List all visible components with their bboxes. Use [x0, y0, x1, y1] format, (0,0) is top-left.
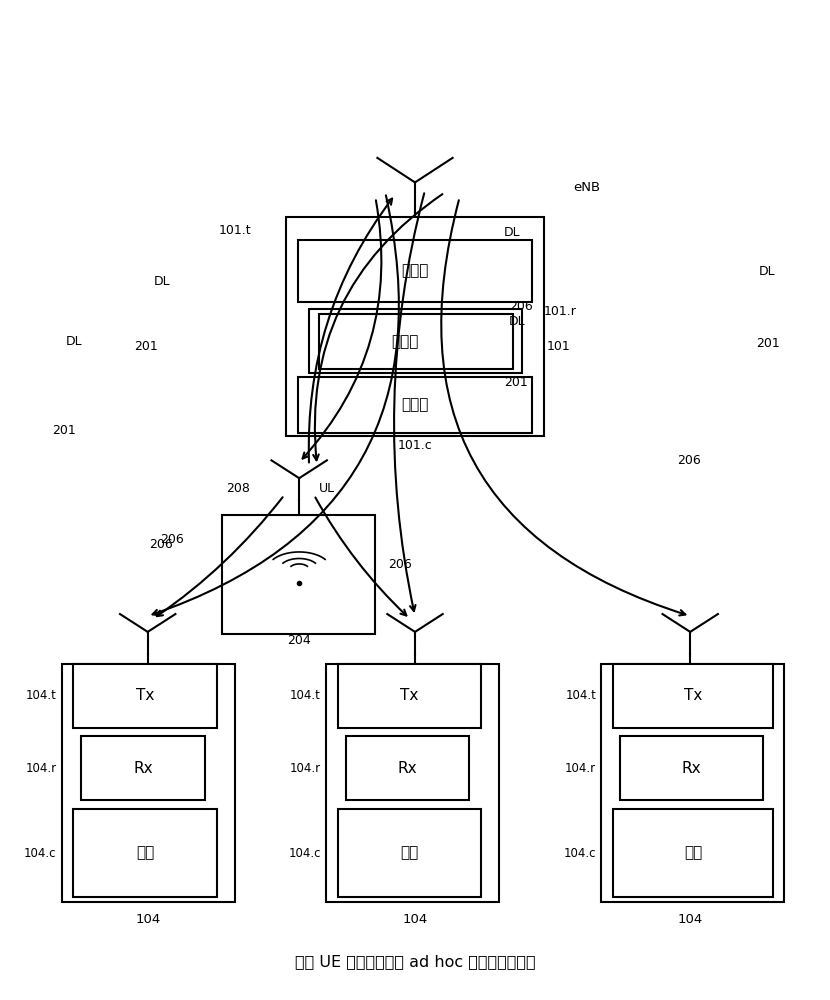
Text: 104.t: 104.t: [565, 689, 596, 702]
Text: 104.c: 104.c: [289, 847, 321, 860]
Text: DL: DL: [154, 275, 170, 288]
Text: DL: DL: [504, 226, 520, 239]
Text: 控制: 控制: [136, 846, 154, 861]
Text: 发送器: 发送器: [402, 263, 428, 278]
Bar: [286, 217, 544, 436]
Text: 206: 206: [388, 558, 412, 571]
Bar: [620, 736, 764, 800]
Text: 201: 201: [504, 376, 528, 389]
Text: DL: DL: [66, 335, 82, 348]
Text: 101: 101: [547, 340, 570, 353]
Text: 控制: 控制: [400, 846, 418, 861]
Text: Tx: Tx: [684, 688, 702, 703]
Text: 104.r: 104.r: [565, 762, 596, 775]
Bar: [74, 809, 217, 897]
Text: 104.t: 104.t: [290, 689, 321, 702]
Text: 201: 201: [134, 340, 158, 353]
Text: 101.c: 101.c: [398, 439, 432, 452]
Text: 201: 201: [51, 424, 76, 437]
Bar: [601, 664, 784, 902]
Text: 206: 206: [677, 454, 701, 467]
Bar: [319, 314, 513, 369]
Bar: [81, 736, 205, 800]
Text: 104: 104: [135, 913, 160, 926]
Bar: [338, 664, 481, 728]
Text: 101.t: 101.t: [219, 224, 251, 237]
Bar: [346, 736, 470, 800]
Text: 206: 206: [509, 300, 533, 313]
Bar: [326, 664, 499, 902]
Bar: [61, 664, 235, 902]
Text: UL: UL: [319, 482, 335, 495]
Text: 201: 201: [756, 337, 780, 350]
Text: Tx: Tx: [400, 688, 419, 703]
Text: Rx: Rx: [398, 761, 417, 776]
Text: 104: 104: [403, 913, 427, 926]
Text: 206: 206: [149, 538, 173, 551]
Text: 208: 208: [226, 482, 250, 495]
Bar: [613, 809, 774, 897]
Text: 104.t: 104.t: [26, 689, 56, 702]
Text: 控制器: 控制器: [402, 397, 428, 412]
Text: Rx: Rx: [682, 761, 701, 776]
Text: 104.r: 104.r: [26, 762, 56, 775]
Text: eNB: eNB: [574, 181, 601, 194]
Text: 101.r: 101.r: [544, 305, 577, 318]
Bar: [74, 664, 217, 728]
Text: 206: 206: [160, 533, 184, 546]
Bar: [338, 809, 481, 897]
Text: Tx: Tx: [136, 688, 154, 703]
Text: 104: 104: [677, 913, 703, 926]
Text: DL: DL: [509, 315, 525, 328]
Bar: [222, 515, 375, 634]
Text: 104.c: 104.c: [24, 847, 56, 860]
Text: 控制: 控制: [684, 846, 702, 861]
Bar: [309, 309, 522, 373]
Text: 接收器: 接收器: [392, 334, 419, 349]
Text: 104.c: 104.c: [564, 847, 596, 860]
Bar: [298, 377, 532, 433]
Bar: [298, 240, 532, 302]
Text: 104.r: 104.r: [290, 762, 321, 775]
Text: 204: 204: [287, 634, 311, 647]
Text: DL: DL: [759, 265, 775, 278]
Bar: [613, 664, 774, 728]
Text: 多个 UE 的示例部署和 ad hoc 中继节点的操作: 多个 UE 的示例部署和 ad hoc 中继节点的操作: [295, 954, 535, 969]
Text: Rx: Rx: [134, 761, 153, 776]
